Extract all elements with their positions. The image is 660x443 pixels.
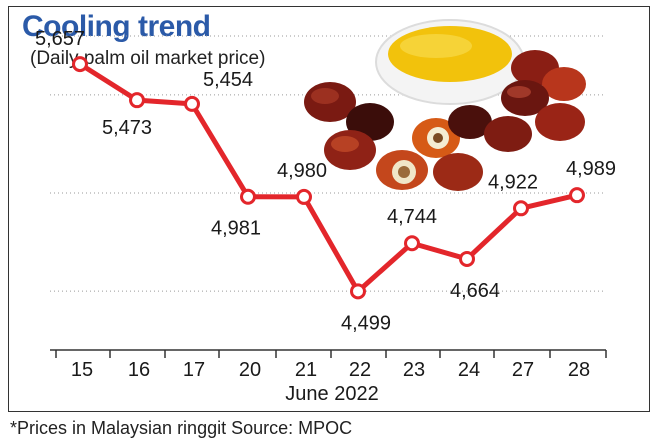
x-tick-label-20: 20 xyxy=(239,359,261,381)
x-tick-label-21: 21 xyxy=(295,359,317,381)
x-tick-label-22: 22 xyxy=(349,359,371,381)
series-polyline xyxy=(77,61,580,294)
data-label-15: 5,657 xyxy=(35,28,85,50)
series-line xyxy=(77,61,580,294)
data-label-23: 4,744 xyxy=(387,206,437,228)
data-label-20: 4,981 xyxy=(211,218,261,240)
data-point-16 xyxy=(129,92,145,109)
x-axis-label: June 2022 xyxy=(285,383,378,405)
data-point-20 xyxy=(240,188,256,205)
data-labels: 5,657 5,473 5,454 4,981 4,980 4,499 4,744 4,664… xyxy=(35,28,616,334)
data-point-24 xyxy=(459,250,475,267)
data-label-27: 4,922 xyxy=(488,171,538,193)
chart-title: Cooling trend xyxy=(22,10,211,43)
data-point-21 xyxy=(296,188,312,205)
data-label-28: 4,989 xyxy=(566,158,616,180)
palm-oil-fruit-and-bowl-icon xyxy=(304,19,586,191)
data-point-23 xyxy=(404,235,420,252)
data-point-27 xyxy=(513,200,529,217)
x-tick-label-17: 17 xyxy=(183,359,205,381)
source-footnote: *Prices in Malaysian ringgit Source: MPO… xyxy=(10,418,353,438)
data-label-21: 4,980 xyxy=(277,160,327,182)
data-point-28 xyxy=(569,187,585,204)
x-tick-label-27: 27 xyxy=(512,359,534,381)
x-tick-label-15: 15 xyxy=(71,359,93,381)
data-label-16: 5,473 xyxy=(102,117,152,139)
data-label-24: 4,664 xyxy=(450,280,500,302)
chart-subtitle: (Daily palm oil market price) xyxy=(30,48,266,69)
data-point-15 xyxy=(72,56,88,73)
x-tick-label-23: 23 xyxy=(403,359,425,381)
series-points xyxy=(72,56,585,300)
x-axis-ticks: 15 16 17 20 21 22 23 24 27 28 xyxy=(55,350,607,381)
data-point-17 xyxy=(184,95,200,112)
x-tick-label-24: 24 xyxy=(458,359,480,381)
chart-frame xyxy=(8,6,650,412)
data-label-22: 4,499 xyxy=(341,312,391,334)
data-label-17: 5,454 xyxy=(203,69,253,91)
data-point-22 xyxy=(350,283,366,300)
x-tick-label-28: 28 xyxy=(568,359,590,381)
x-tick-label-16: 16 xyxy=(128,359,150,381)
